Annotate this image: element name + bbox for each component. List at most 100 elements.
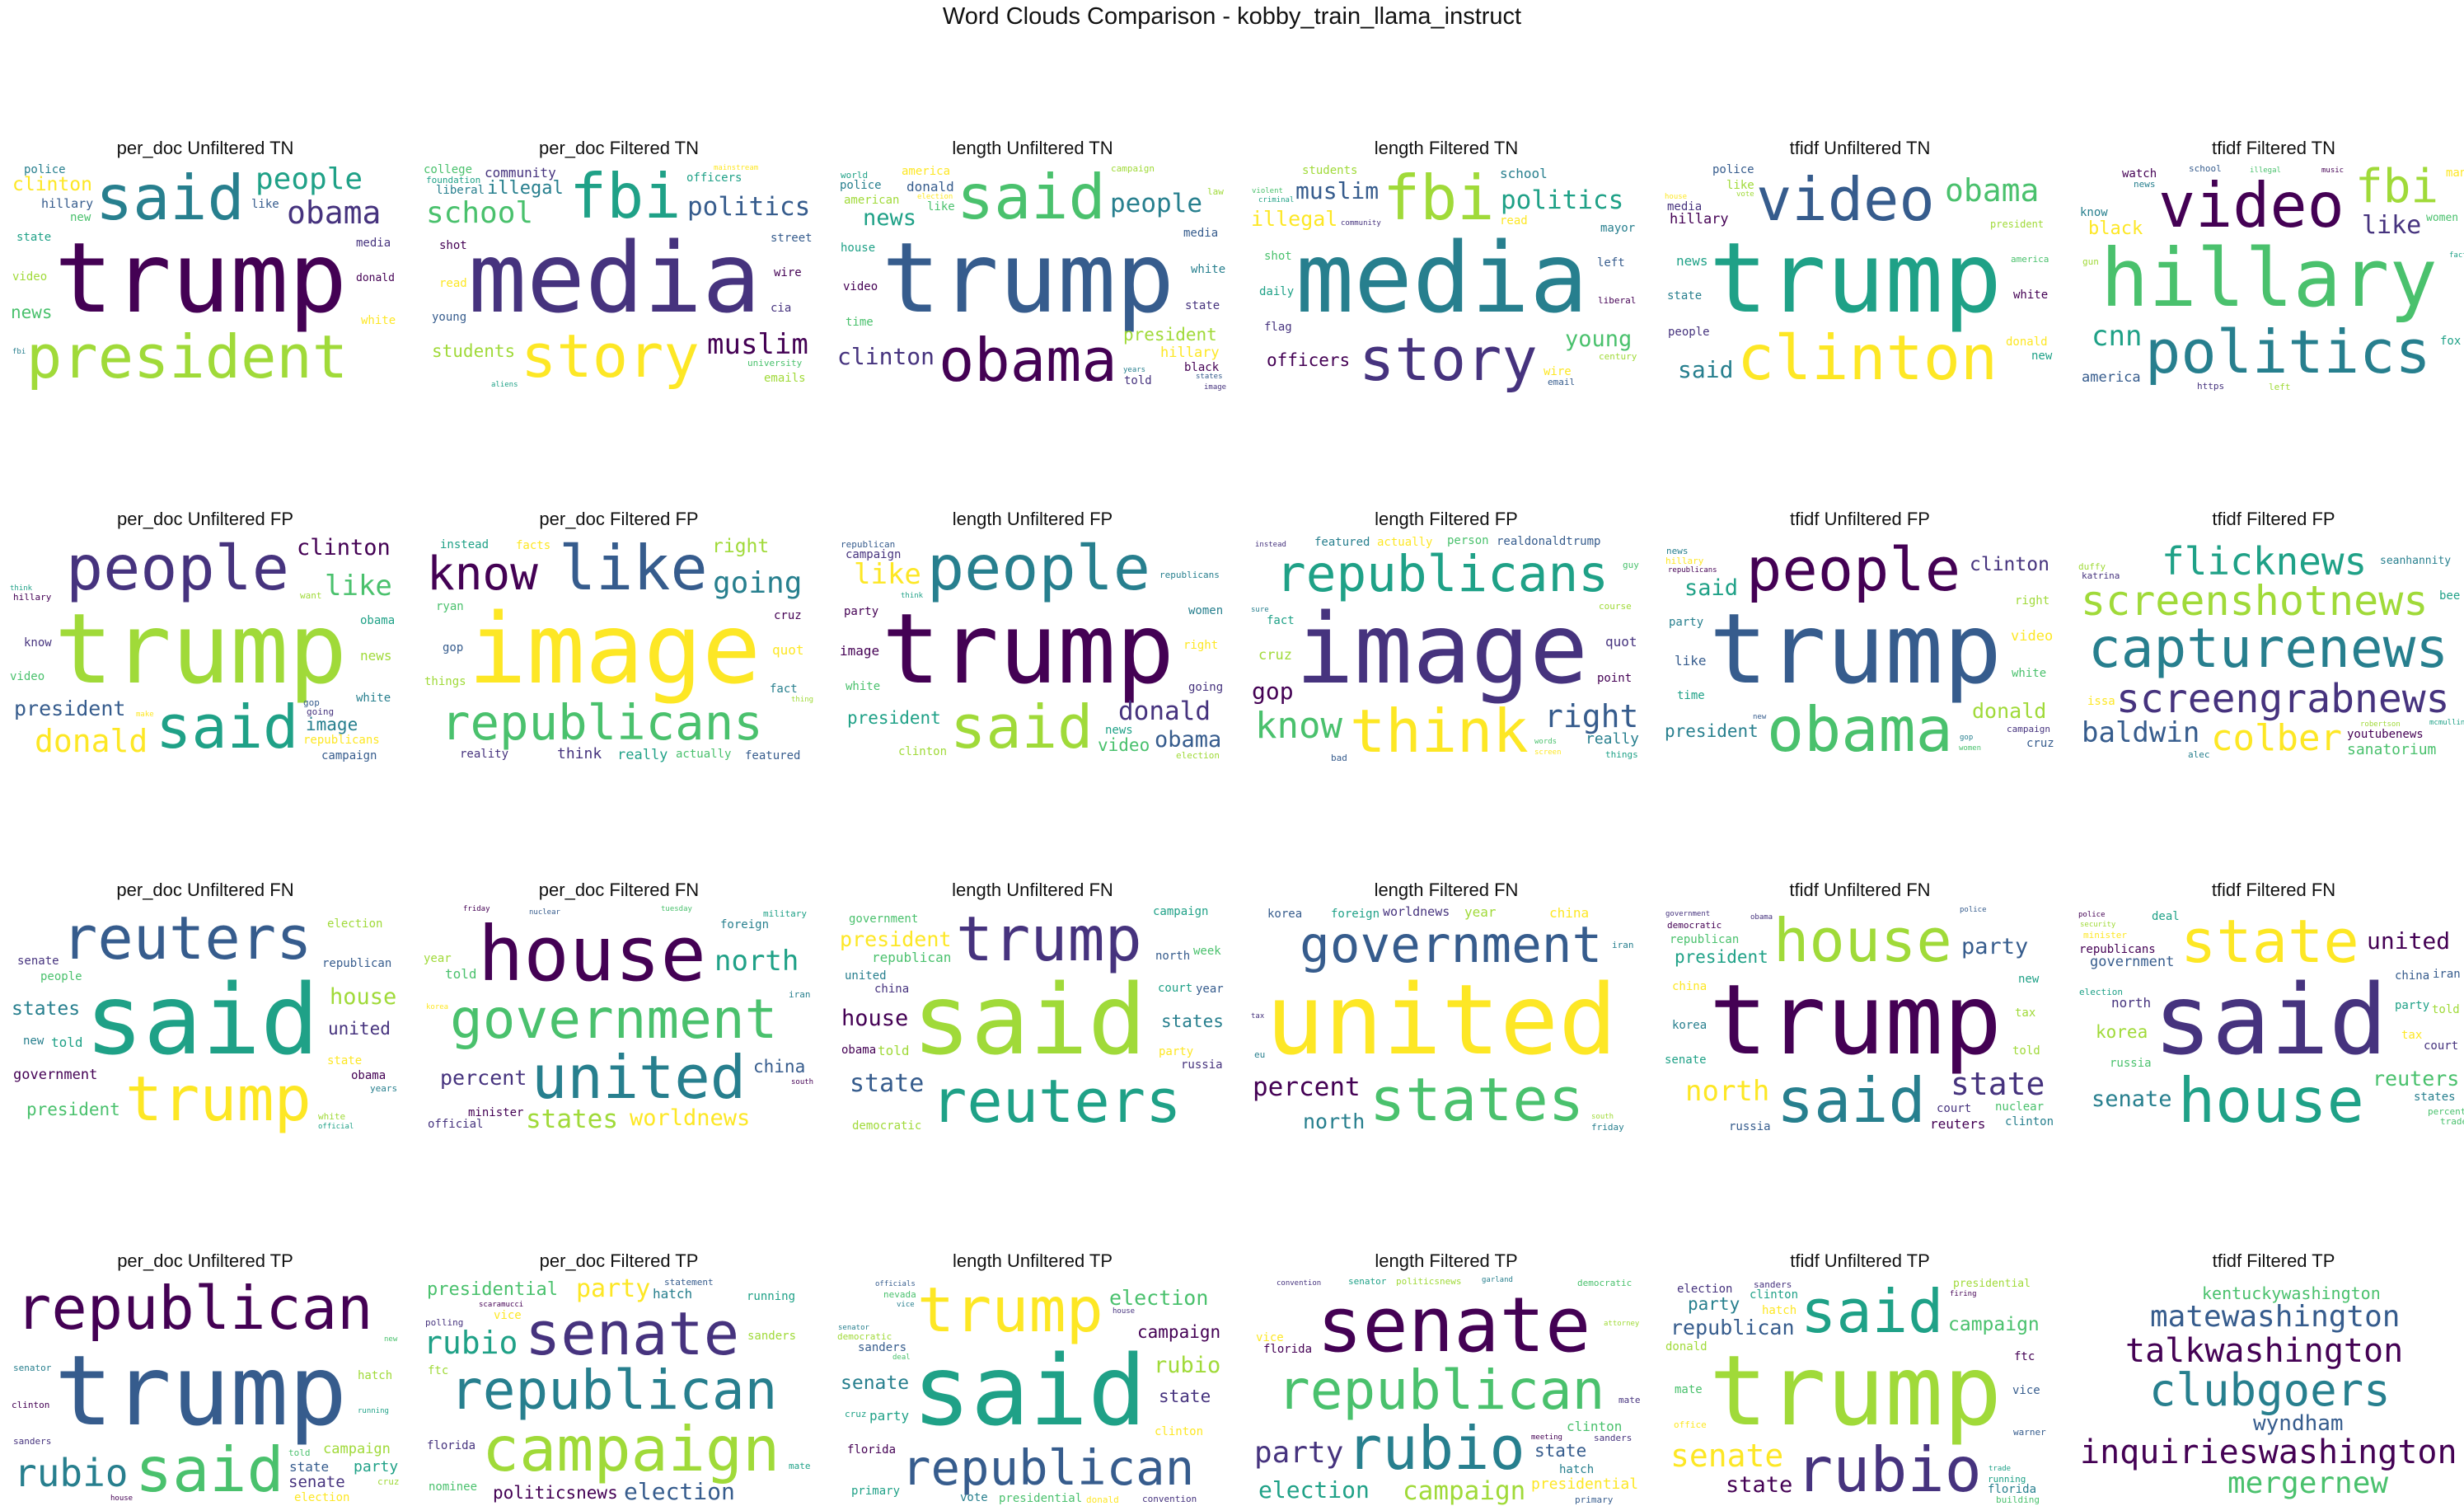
- cloud-word-primary: primary: [851, 1485, 901, 1498]
- cloud-word-percent: percent: [2428, 1106, 2464, 1117]
- cloud-word-police: police: [1712, 163, 1754, 176]
- cloud-word-north: north: [2111, 995, 2152, 1011]
- cloud-word-community: community: [485, 165, 556, 181]
- cloud-word-like: like: [854, 558, 921, 591]
- cloud-word-video: video: [843, 280, 878, 293]
- panel-per-doc-filtered-tp: per_doc Filtered TP republican campaign sen…: [422, 1250, 816, 1506]
- cloud-word-things: things: [1605, 749, 1638, 760]
- cloud-word-video: video: [12, 270, 48, 284]
- figure-title: Word Clouds Comparison - kobby_train_lla…: [942, 3, 1522, 30]
- cloud-word-white: white: [2013, 289, 2049, 302]
- cloud-word-muslim: muslim: [1295, 177, 1380, 204]
- cloud-word-friday: friday: [1591, 1122, 1624, 1133]
- cloud-word-trump: trump: [882, 592, 1175, 706]
- cloud-word-reuters: reuters: [2373, 1067, 2460, 1091]
- cloud-word-running: running: [747, 1290, 796, 1303]
- cloud-word-south: south: [791, 1078, 814, 1086]
- cloud-word-ftc: ftc: [428, 1364, 449, 1377]
- cloud-word-right: right: [2015, 594, 2050, 608]
- cloud-word-told: told: [288, 1447, 311, 1458]
- word-cloud: trump said president obama people clinton hill…: [8, 163, 402, 392]
- cloud-word-hillary: hillary: [1160, 345, 1220, 361]
- cloud-word-think: think: [1350, 697, 1529, 763]
- cloud-word-trump: trump: [54, 1334, 348, 1447]
- cloud-word-politics: politics: [1501, 185, 1624, 215]
- cloud-word-said: said: [135, 1433, 284, 1505]
- cloud-word-obama: obama: [360, 614, 396, 627]
- cloud-word-instead: instead: [440, 538, 490, 551]
- cloud-word-news: news: [1666, 546, 1689, 556]
- cloud-word-colber: colber: [2211, 717, 2342, 759]
- cloud-word-guy: guy: [1623, 560, 1639, 570]
- cloud-word-building: building: [1996, 1494, 2040, 1505]
- cloud-word-people: people: [1110, 189, 1202, 218]
- cloud-word-words: words: [1534, 738, 1558, 746]
- cloud-word-man: man: [2446, 167, 2464, 180]
- cloud-word-https: https: [2197, 381, 2225, 392]
- cloud-word-court: court: [1158, 982, 1193, 995]
- cloud-word-news: news: [863, 205, 917, 231]
- cloud-word-gop: gop: [1252, 678, 1294, 705]
- cloud-word-inquirieswashington: inquirieswashington: [2080, 1433, 2457, 1471]
- cloud-word-going: going: [1188, 681, 1224, 694]
- cloud-word-sure: sure: [1251, 606, 1269, 614]
- cloud-word-donald: donald: [1665, 1340, 1707, 1354]
- cloud-word-like: like: [1675, 653, 1707, 669]
- cloud-word-going: going: [307, 706, 335, 717]
- cloud-word-nevada: nevada: [883, 1289, 916, 1300]
- cloud-word-united: united: [532, 1043, 747, 1112]
- cloud-word-white: white: [318, 1111, 346, 1122]
- cloud-word-party: party: [1254, 1436, 1344, 1470]
- cloud-word-matewashington: matewashington: [2150, 1300, 2401, 1334]
- panel-title: length Unfiltered TN: [952, 138, 1113, 158]
- cloud-word-tax: tax: [2401, 1029, 2423, 1042]
- cloud-word-obama: obama: [1155, 727, 1222, 753]
- cloud-word-mate: mate: [789, 1461, 811, 1471]
- cloud-word-fbi: fbi: [569, 163, 682, 232]
- cloud-word-police: police: [2078, 911, 2106, 919]
- cloud-word-hillary: hillary: [1670, 211, 1729, 228]
- cloud-word-united: united: [328, 1019, 391, 1039]
- cloud-word-video: video: [2158, 169, 2345, 242]
- cloud-word-state: state: [289, 1459, 330, 1475]
- cloud-word-democratic: democratic: [1577, 1278, 1633, 1288]
- cloud-word-think: think: [557, 745, 602, 762]
- cloud-word-south: south: [1591, 1113, 1614, 1121]
- cloud-word-state: state: [2181, 907, 2359, 976]
- word-cloud: image like republicans know going right think r…: [422, 534, 816, 763]
- cloud-word-iran: iran: [1612, 940, 1634, 950]
- cloud-word-russia: russia: [2110, 1057, 2152, 1070]
- cloud-word-trump: trump: [1709, 963, 2003, 1077]
- cloud-word-media: media: [1295, 221, 1589, 335]
- cloud-word-government: government: [2090, 954, 2175, 970]
- cloud-word-cruz: cruz: [1258, 647, 1292, 664]
- cloud-word-house: house: [1113, 1307, 1136, 1316]
- cloud-word-party: party: [1159, 1045, 1194, 1058]
- cloud-word-north: north: [714, 945, 799, 978]
- cloud-word-emails: emails: [764, 372, 806, 385]
- cloud-word-donald: donald: [2006, 335, 2048, 349]
- cloud-word-government: government: [450, 988, 778, 1051]
- panel-length-filtered-fp: length Filtered FP image republicans think r…: [1249, 509, 1643, 764]
- cloud-word-featured: featured: [745, 749, 801, 762]
- cloud-word-state: state: [16, 231, 52, 244]
- cloud-word-person: person: [1447, 534, 1489, 547]
- cloud-word-senator: senator: [1348, 1276, 1387, 1287]
- cloud-word-shot: shot: [1264, 250, 1292, 263]
- cloud-word-right: right: [1183, 639, 1219, 652]
- cloud-word-senate: senate: [841, 1372, 910, 1394]
- cloud-word-donald: donald: [1972, 699, 2047, 723]
- cloud-word-obama: obama: [939, 326, 1117, 392]
- cloud-word-trade: trade: [2440, 1116, 2464, 1127]
- cloud-word-street: street: [771, 232, 813, 245]
- cloud-word-media: media: [1183, 227, 1219, 240]
- cloud-word-clinton: clinton: [12, 1400, 50, 1410]
- cloud-word-image: image: [306, 715, 358, 734]
- cloud-word-state: state: [1159, 1386, 1211, 1406]
- cloud-word-flicknews: flicknews: [2162, 539, 2368, 584]
- cloud-word-russia: russia: [1729, 1120, 1771, 1133]
- cloud-word-president: president: [1665, 721, 1759, 741]
- cloud-word-want: want: [300, 590, 322, 601]
- cloud-word-election: election: [917, 193, 953, 201]
- cloud-word-liberal: liberal: [436, 184, 485, 197]
